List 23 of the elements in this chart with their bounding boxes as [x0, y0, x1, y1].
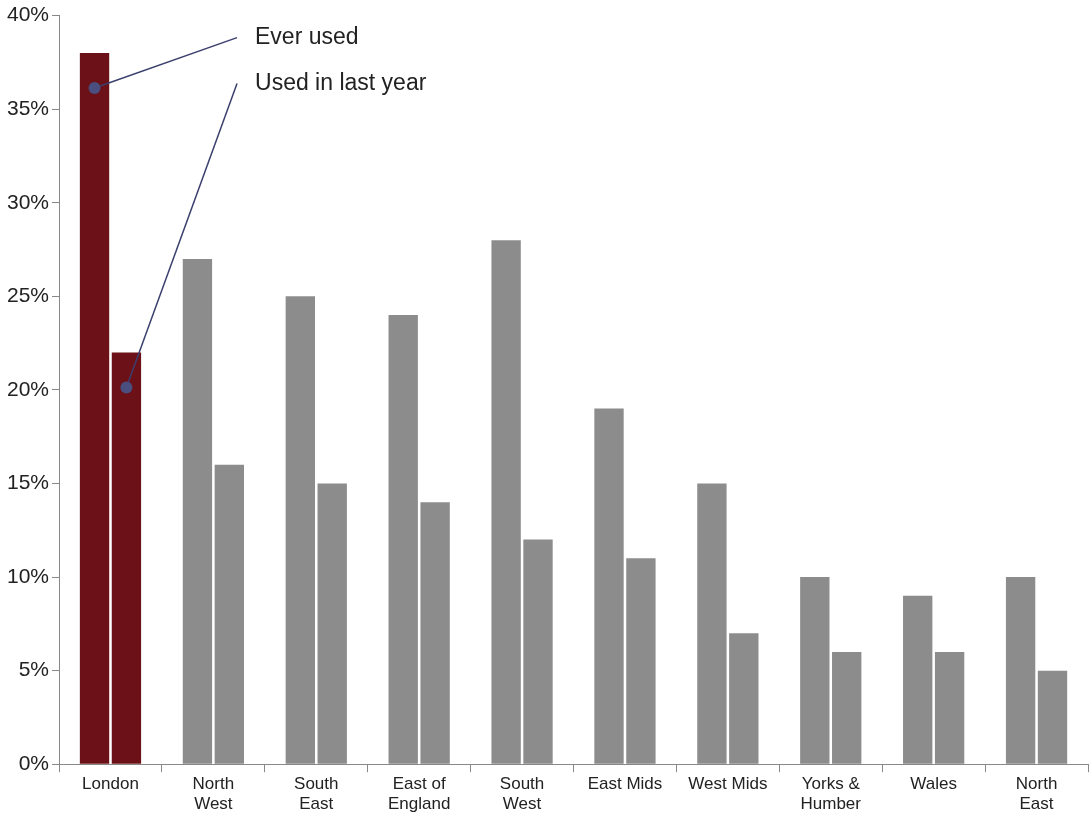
x-tick-label: South East [294, 774, 339, 814]
x-tick-label: Wales [910, 774, 957, 794]
y-tick-label: 15% [7, 470, 50, 494]
y-tick-label: 40% [7, 2, 50, 26]
y-tick-label: 10% [7, 563, 50, 587]
y-tick-label: 0% [18, 751, 50, 774]
x-tick-label: West Mids [688, 774, 768, 794]
y-tick-label: 30% [7, 189, 50, 213]
text: Ever used [255, 22, 359, 49]
x-tick-label: North East [1015, 774, 1058, 814]
x-tick-label: Yorks & Humber [800, 774, 862, 814]
x-tick-label: London [82, 774, 139, 794]
x-tick-label: East of England [387, 774, 451, 814]
x-tick-label: North West [192, 774, 235, 814]
y-tick-label: 35% [7, 95, 50, 119]
bar [111, 352, 142, 764]
y-tick-label: 5% [18, 657, 50, 681]
y-tick-label: 20% [7, 376, 50, 400]
y-tick-label: 25% [7, 283, 50, 307]
x-tick-label: East Mids [587, 774, 663, 794]
x-tick-label: South West [499, 774, 545, 814]
bar [79, 53, 110, 764]
text: Used in last year [255, 68, 427, 95]
